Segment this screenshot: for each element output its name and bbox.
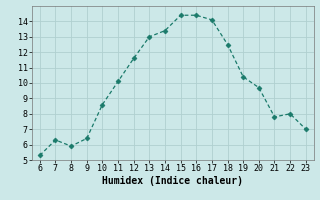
X-axis label: Humidex (Indice chaleur): Humidex (Indice chaleur) bbox=[102, 176, 243, 186]
